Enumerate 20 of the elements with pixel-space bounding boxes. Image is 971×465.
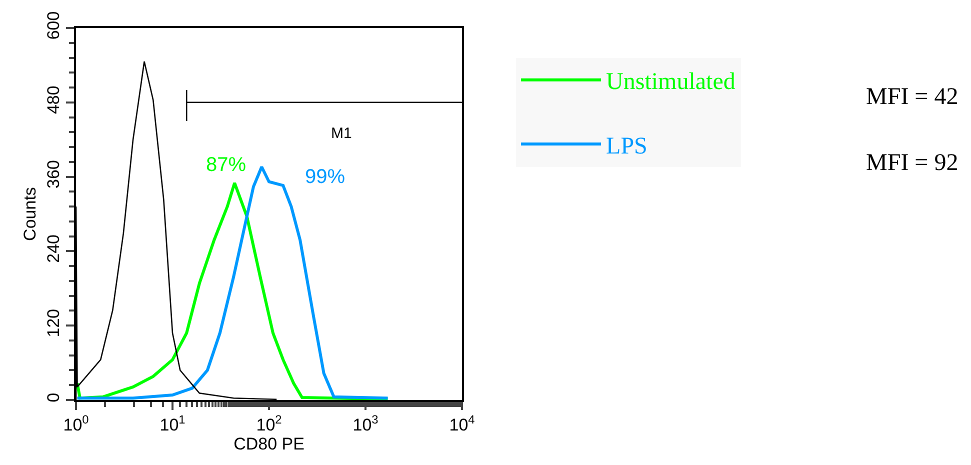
y-tick-label: 360 <box>44 160 64 188</box>
annotation: M1 <box>331 125 352 142</box>
legend-label: Unstimulated <box>606 69 736 96</box>
x-tick-label: 10$^{1}$ <box>160 412 186 434</box>
x-axis-title: CD80 PE <box>234 434 304 454</box>
y-tick-label: 480 <box>44 86 64 114</box>
y-axis-title: Counts <box>20 187 40 241</box>
legend-label: LPS <box>606 133 648 160</box>
x-tick-label: 10$^{3}$ <box>352 412 379 434</box>
y-tick-label: 120 <box>44 308 64 338</box>
x-tick-label: 10$^{0}$ <box>63 412 90 434</box>
y-tick-label: 240 <box>44 234 64 263</box>
y-tick-label: 600 <box>44 11 64 40</box>
text: MFI = 42 <box>866 84 958 110</box>
x-tick-label: 10$^{4}$ <box>449 412 476 434</box>
text: MFI = 92 <box>866 150 958 176</box>
y-tick-label: 0 <box>44 392 64 402</box>
annotation: 99% <box>305 166 346 188</box>
x-tick-label: 10$^{2}$ <box>256 412 282 434</box>
annotation: 87% <box>206 154 246 176</box>
